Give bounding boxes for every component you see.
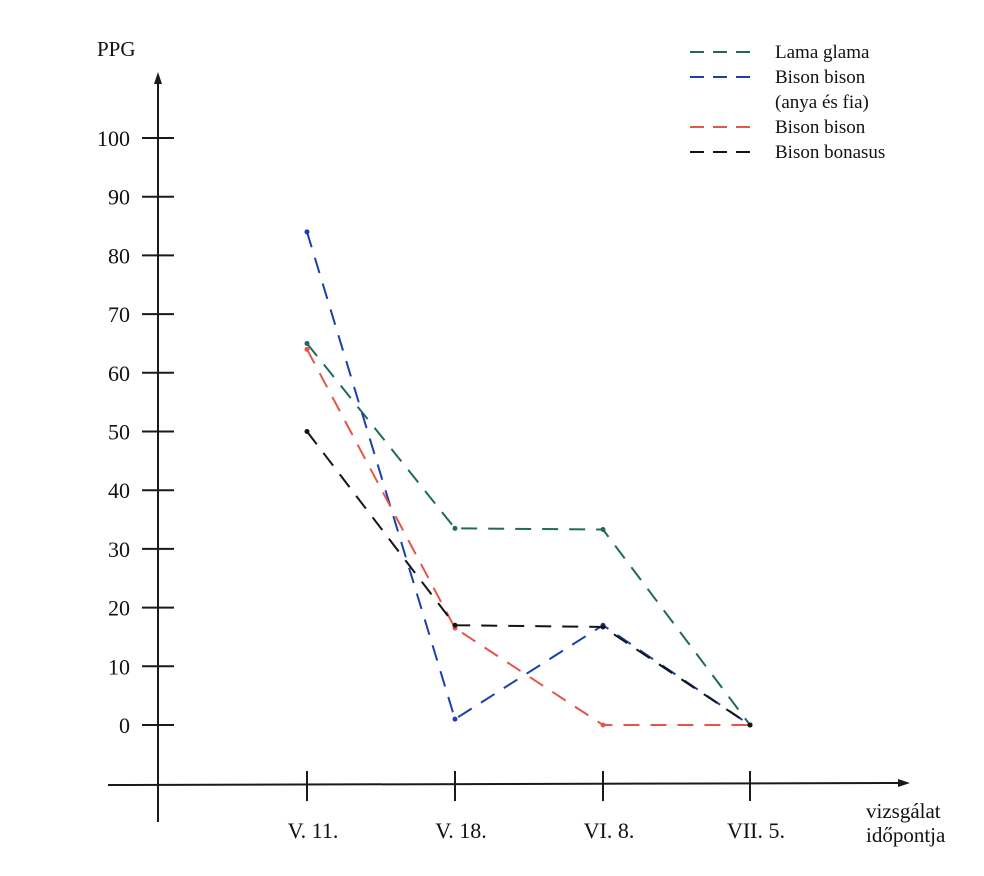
data-point: [304, 340, 310, 346]
data-point: [304, 346, 310, 352]
legend-label: Bison bison: [775, 67, 866, 88]
y-tick-label: 100: [97, 126, 130, 151]
y-tick-label: 0: [119, 713, 130, 738]
y-tick-label: 20: [108, 596, 130, 621]
data-point: [304, 429, 310, 434]
y-axis-title: PPG: [97, 37, 136, 61]
x-axis-title: időpontja: [866, 823, 946, 847]
y-tick-label: 30: [108, 537, 130, 562]
data-point: [747, 722, 753, 728]
series-lines: [304, 229, 753, 728]
data-point: [452, 716, 458, 722]
y-tick-label: 90: [108, 185, 130, 210]
x-axis-line: [107, 782, 905, 786]
y-tick-label: 50: [108, 420, 130, 445]
y-axis-arrow: [154, 72, 162, 84]
legend-label: (anya és fia): [775, 92, 869, 113]
y-tick-label: 70: [108, 302, 130, 327]
x-tick-label: VII. 5.: [727, 818, 785, 843]
y-tick-label: 80: [108, 243, 130, 268]
data-point: [600, 624, 606, 630]
data-point: [452, 525, 458, 531]
data-point: [452, 622, 458, 628]
x-axis-arrow: [898, 779, 910, 787]
x-axis-title: vizsgálat: [866, 799, 941, 823]
legend-label: Bison bison: [775, 117, 866, 138]
series-line: [306, 430, 751, 726]
axes: 0 10 20 30 40 50 60 70 80 90 100 V. 11. V. 18. VI. 8.…: [97, 37, 946, 847]
series-line: [306, 231, 751, 726]
legend: Lama glama Bison bison (anya és fia) Bison …: [690, 42, 885, 163]
x-tick-label: V. 18.: [435, 818, 487, 843]
data-point: [304, 229, 310, 235]
series-line: [306, 342, 751, 726]
legend-label: Lama glama: [775, 42, 870, 63]
x-tick-label: VI. 8.: [584, 818, 635, 843]
y-tick-label: 40: [108, 478, 130, 503]
y-tick-label: 10: [108, 654, 130, 679]
y-tick-label: 60: [108, 361, 130, 386]
legend-label: Bison bonasus: [775, 142, 885, 163]
x-tick-label: V. 11.: [288, 818, 339, 843]
series-line: [306, 348, 750, 726]
data-point: [600, 722, 606, 728]
data-point: [600, 527, 606, 533]
